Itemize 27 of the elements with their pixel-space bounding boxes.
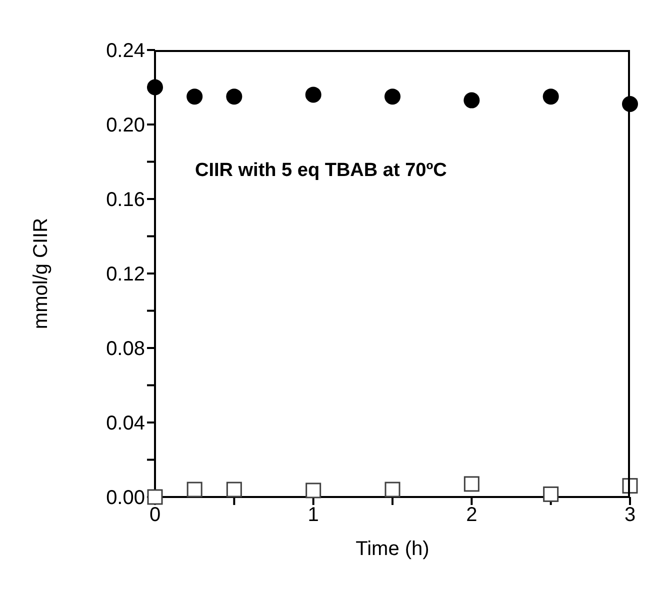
y-tick-label: 0.16 [106,189,145,212]
point [464,92,480,108]
y-tick-label: 0.24 [106,40,145,62]
y-tick-label: 0.12 [106,264,145,286]
point [542,88,559,105]
x-tick-label: 0 [149,504,161,526]
x-tick-label: 3 [624,504,636,526]
x-axis-title: Time (h) [356,538,430,560]
point [384,88,400,105]
point [464,476,480,492]
point [226,482,242,498]
y-tick-label: 0.20 [106,114,145,137]
y-axis-title: mmol/g CIIR [30,218,52,330]
point [384,482,400,498]
point [543,486,559,502]
point [186,88,203,105]
y-tick-label: 0.08 [106,338,145,360]
point [306,482,322,498]
point [226,88,242,105]
y-tick-label: 0.00 [106,487,145,510]
point [147,79,163,96]
y-tick-label: 0.04 [106,412,145,435]
annotation: CIIR with 5 eq TBAB at 70ºC [195,160,447,182]
point [305,86,322,103]
x-tick-label: 2 [466,504,478,526]
point [186,482,202,498]
x-tick-label: 1 [308,504,319,526]
